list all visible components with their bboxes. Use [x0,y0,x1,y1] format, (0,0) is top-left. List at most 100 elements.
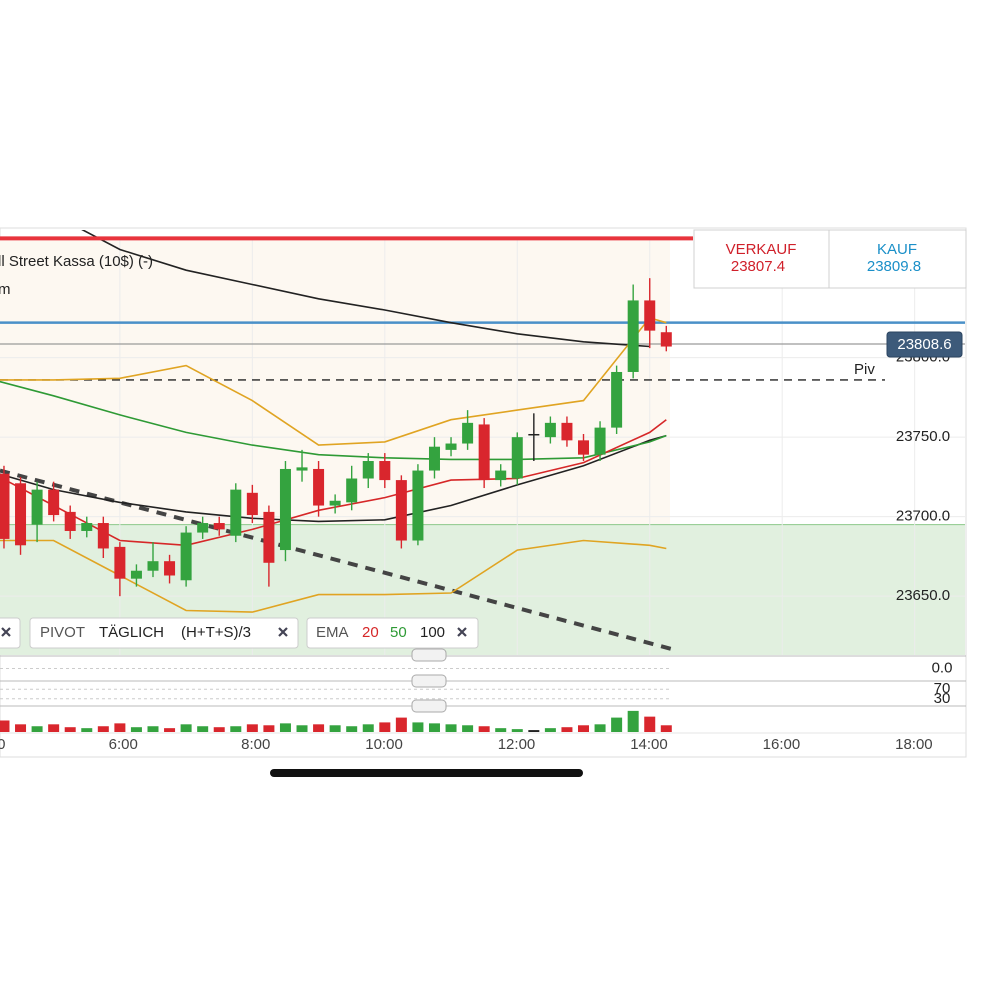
volume-bar [478,726,490,732]
indicator-line [0,380,667,461]
volume-bar [660,725,672,732]
volume-bar [578,725,590,732]
candle-body [48,489,60,516]
candle-body [0,473,10,539]
price-badge [886,331,963,358]
legend-text: TÄGLICH [99,624,164,641]
volume-bar [81,728,93,732]
volume-bar [114,723,126,732]
volume-bar [362,724,374,732]
close-icon[interactable] [457,627,467,637]
legend-text: (H+T+S)/3 [181,624,251,641]
legend-chip[interactable] [0,617,21,649]
volume-bar [511,729,523,732]
panel-tick-label: 30 [934,690,951,707]
candle-body [478,424,490,481]
volume-bar [147,726,159,732]
candle-body [528,433,540,436]
candle-body [15,483,27,546]
close-icon[interactable] [278,627,288,637]
candle-body [213,523,225,530]
x-tick-label: 10:00 [365,736,403,753]
volume-bar [31,726,43,732]
volume-bar [213,727,225,732]
drag-handle[interactable] [411,674,447,688]
x-tick-label: 0 [0,736,5,753]
candle-body [578,440,590,455]
x-tick-label: 18:00 [895,736,933,753]
legend-text: 50 [390,624,407,641]
candle-body [263,511,275,563]
panel-separators [0,648,966,734]
indicator-line [0,316,667,446]
candle-body [346,478,358,503]
candle-body [594,427,606,455]
candle-body [97,523,109,549]
volume-bar [64,727,76,732]
candle-body [180,532,192,581]
candle-body [246,492,258,516]
volume-bar [412,722,424,732]
legend-text: PIVOT [40,624,85,641]
candle-body [329,500,341,506]
buy-price[interactable]: 23809.8 [867,258,921,275]
indicator-line [0,539,667,613]
volume-bar [544,728,556,732]
candle-body [495,470,507,481]
legend-chip[interactable] [29,617,299,649]
candle-body [279,468,291,551]
x-tick-label: 6:00 [109,736,138,753]
volume-bar [164,728,176,732]
volume-bar [594,724,606,732]
volume-bar [130,727,142,732]
candle-body [313,468,325,506]
home-indicator[interactable] [270,769,583,777]
volume-bar [428,723,440,732]
volume-bar [230,726,242,732]
drag-handle[interactable] [411,699,447,713]
quote-frame [693,229,967,289]
candle-body [230,489,242,536]
drag-handle[interactable] [411,648,447,662]
legend-chip[interactable] [306,617,479,649]
candle-body [296,467,308,471]
volume-bar [561,727,573,732]
x-tick-label: 16:00 [763,736,801,753]
close-icon[interactable] [1,627,11,637]
volume-bar [246,724,258,732]
volume-bar [346,726,358,732]
x-tick-label: 8:00 [241,736,270,753]
candle-body [362,461,374,479]
candle-body [627,300,639,372]
legend-text: 100 [420,624,445,641]
sell-label[interactable]: VERKAUF [726,241,797,258]
legend-text: 20 [362,624,379,641]
volume-bar [379,722,391,732]
buy-label[interactable]: KAUF [877,241,917,258]
candle-body [130,570,142,579]
volume-bar [0,720,10,732]
legend-chips: PIVOT TÄGLICH (H+T+S)/3 EMA 20 50 100 [0,617,479,649]
panel-tick-label: 0.0 [932,659,953,676]
legend-text: EMA [316,624,349,641]
y-tick-label: 23700.0 [896,508,950,525]
indicator-line [0,434,667,523]
volume-bar [197,726,209,732]
y-tick-label: 23650.0 [896,587,950,604]
volume-bar [48,724,60,732]
candle-body [114,546,126,579]
overlay: 0 6:00 8:00 10:00 12:00 14:00 16:00 18:00 23650.… [0,236,963,753]
x-tick-label: 14:00 [630,736,668,753]
volume-bar [329,725,341,732]
candle-body [379,461,391,481]
volume-bar [180,724,192,732]
candle-body [462,422,474,444]
sell-price[interactable]: 23807.4 [731,258,785,275]
quote-box[interactable]: VERKAUF 23807.4 KAUF 23809.8 [693,229,967,289]
candle-body [31,489,43,525]
volume-bar [627,710,639,732]
candle-body [428,446,440,471]
volume-bar [445,724,457,732]
volume-bar [296,725,308,732]
